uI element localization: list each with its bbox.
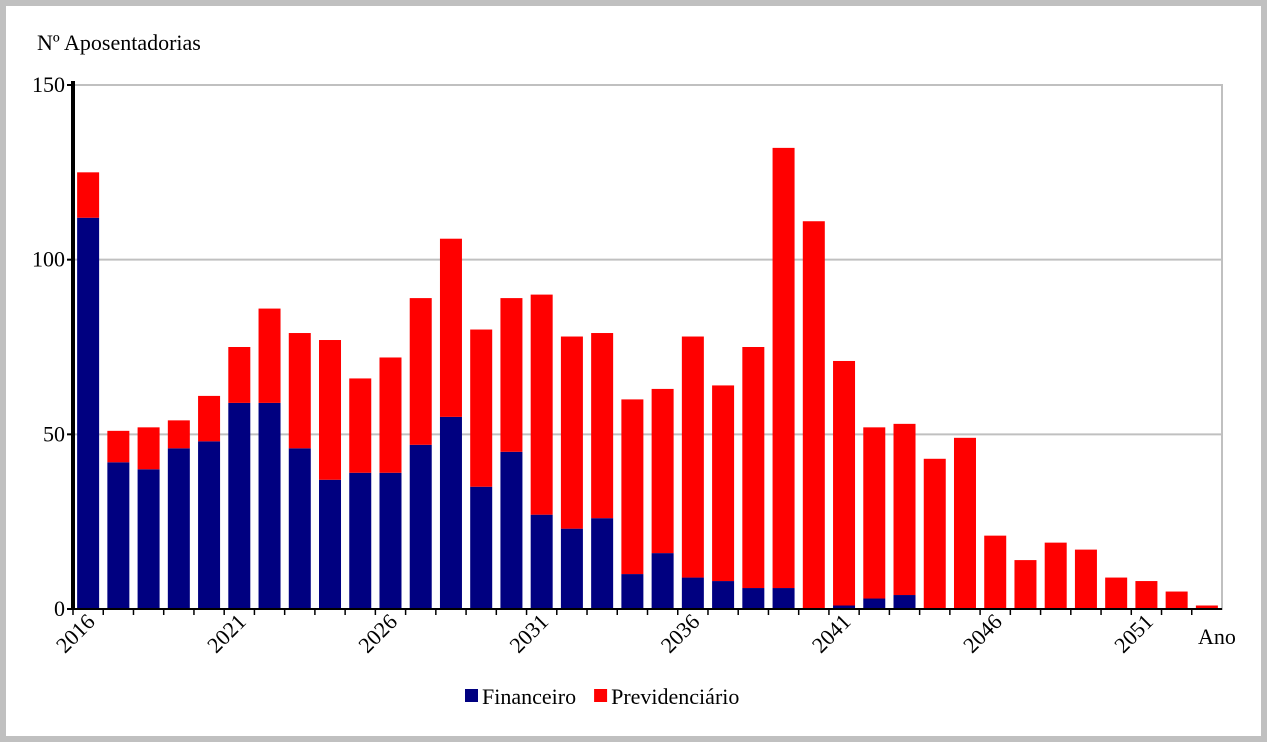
bar-segment: [379, 472, 402, 609]
bar-segment: [1074, 549, 1097, 609]
bar-segment: [107, 462, 130, 609]
bar-segment: [621, 399, 644, 575]
bar-segment: [833, 360, 856, 606]
bar-segment: [681, 336, 704, 578]
bar-segment: [1195, 605, 1218, 609]
bar-segment: [560, 528, 583, 609]
bar-segment: [349, 472, 372, 609]
bar-segment: [863, 598, 886, 609]
y-axis-label: Nº Aposentadorias: [37, 30, 201, 55]
x-axis-label: Ano: [1198, 624, 1236, 649]
bar-segment: [712, 385, 735, 582]
bar-segment: [107, 430, 130, 463]
bar-segment: [1135, 581, 1158, 609]
bar-segment: [742, 588, 765, 609]
bar-segment: [621, 574, 644, 609]
bar-segment: [681, 577, 704, 609]
bar-segment: [923, 458, 946, 609]
bar-segment: [379, 357, 402, 473]
bar-segment: [409, 298, 432, 445]
bar-segment: [863, 427, 886, 599]
bar-segment: [470, 329, 493, 487]
bar-segment: [802, 221, 825, 610]
bar-segment: [470, 486, 493, 609]
bar-segment: [198, 441, 221, 609]
bar-segment: [439, 416, 462, 609]
bar-segment: [772, 147, 795, 589]
bar-segment: [167, 448, 190, 609]
bar-segment: [137, 469, 160, 609]
bar-segment: [591, 333, 614, 519]
bar-segment: [530, 514, 553, 609]
bar-segment: [953, 437, 976, 609]
y-tick-label: 150: [32, 72, 65, 97]
legend-swatch: [594, 689, 608, 702]
bar-segment: [258, 308, 281, 403]
bar-segment: [772, 588, 795, 609]
bar-segment: [258, 402, 281, 609]
bar-segment: [77, 217, 100, 609]
bar-segment: [560, 336, 583, 529]
bar-segment: [137, 427, 160, 470]
bar-segment: [288, 448, 311, 609]
bar-segment: [742, 347, 765, 589]
bar-segment: [833, 605, 856, 609]
bar-segment: [500, 298, 523, 452]
bar-segment: [319, 479, 342, 609]
bar-segment: [500, 451, 523, 609]
bar-segment: [228, 402, 251, 609]
y-tick-label: 50: [43, 421, 65, 446]
bar-segment: [167, 420, 190, 449]
bar-segment: [1044, 542, 1067, 609]
bar-segment: [409, 444, 432, 609]
bar-segment: [712, 581, 735, 609]
bar-segment: [228, 347, 251, 403]
bar-segment: [198, 395, 221, 442]
bar-segment: [651, 553, 674, 609]
bar-segment: [651, 388, 674, 554]
bar-segment: [1165, 591, 1188, 609]
y-tick-label: 100: [32, 247, 65, 272]
legend-label: Financeiro: [482, 684, 576, 709]
legend-label: Previdenciário: [611, 684, 739, 709]
bar-segment: [349, 378, 372, 473]
bar-segment: [591, 518, 614, 609]
bar-segment: [530, 294, 553, 515]
bar-segment: [893, 423, 916, 596]
bar-segment: [319, 340, 342, 480]
bar-segment: [439, 238, 462, 417]
legend-swatch: [465, 689, 478, 702]
bar-segment: [984, 535, 1007, 609]
bar-segment: [77, 172, 100, 218]
bar-segment: [1014, 560, 1037, 609]
bar-segment: [1105, 577, 1128, 609]
y-tick-label: 0: [54, 596, 65, 621]
bar-segment: [288, 333, 311, 449]
bar-segment: [893, 595, 916, 609]
